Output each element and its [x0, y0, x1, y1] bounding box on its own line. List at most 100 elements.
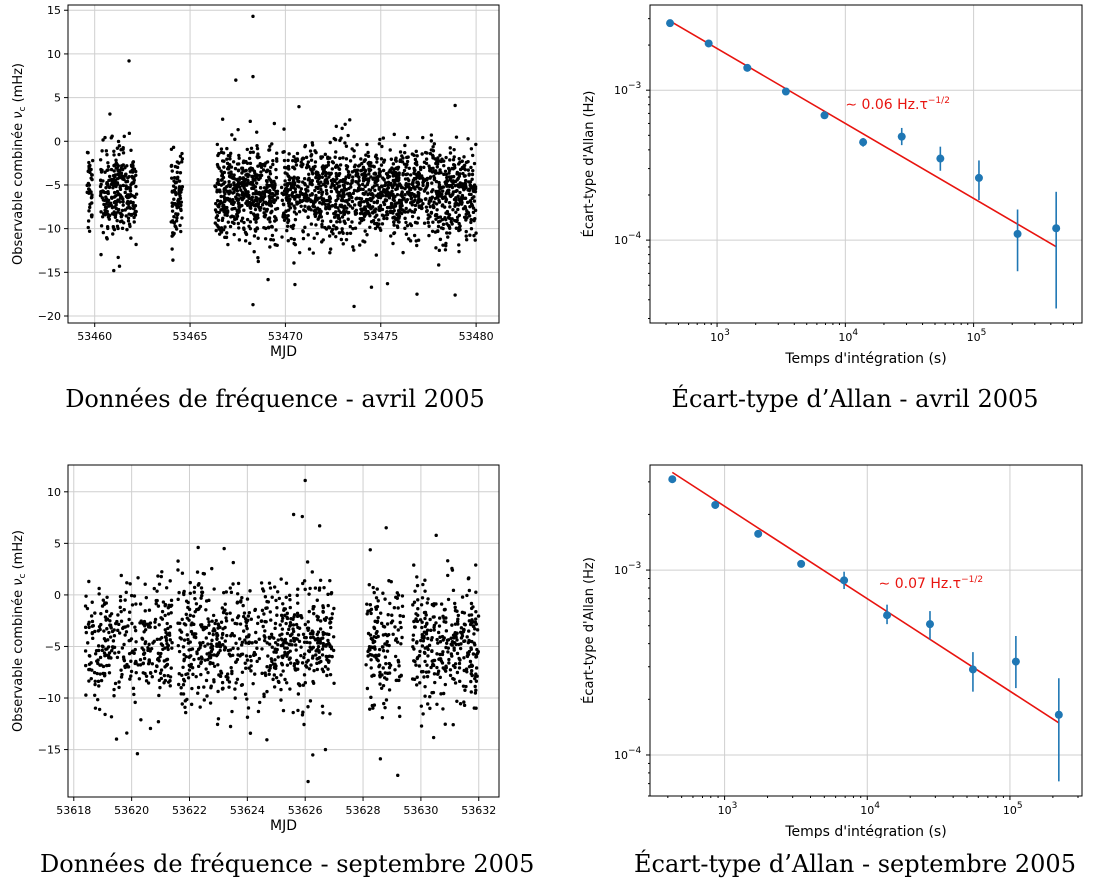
data-point — [98, 655, 103, 660]
data-point — [431, 690, 436, 695]
data-point — [107, 174, 112, 179]
data-point — [332, 224, 336, 228]
data-point — [222, 170, 227, 175]
data-point — [341, 242, 345, 246]
data-point — [473, 684, 477, 689]
data-point — [383, 198, 388, 202]
data-point — [116, 210, 120, 214]
data-point — [422, 221, 427, 225]
data-point — [316, 656, 321, 661]
data-point — [240, 595, 244, 600]
data-point — [126, 219, 131, 223]
data-point — [261, 624, 265, 629]
data-point — [378, 208, 383, 212]
data-point — [292, 261, 296, 265]
data-point — [446, 597, 451, 602]
data-point — [220, 686, 225, 691]
data-point — [130, 174, 134, 179]
y-axis-label: Observable combinée νc (mHz) — [11, 63, 28, 265]
data-point — [431, 220, 435, 224]
data-point — [218, 199, 223, 204]
data-point — [389, 181, 393, 186]
data-point — [179, 208, 183, 213]
data-point — [371, 638, 375, 642]
data-point — [394, 156, 398, 160]
data-point — [392, 231, 396, 236]
data-point — [308, 149, 313, 153]
data-point — [125, 662, 129, 667]
data-point — [116, 139, 121, 144]
data-point — [666, 19, 675, 28]
y-axis-label-part: c — [18, 106, 28, 111]
data-point — [355, 143, 359, 147]
data-point — [296, 708, 300, 713]
data-point — [296, 633, 301, 637]
data-point — [248, 161, 253, 166]
data-point — [424, 209, 429, 214]
data-point — [354, 179, 358, 184]
data-point — [226, 196, 230, 201]
data-point — [820, 111, 829, 120]
data-point — [299, 204, 303, 208]
data-point — [251, 177, 255, 181]
data-point — [292, 204, 296, 208]
data-point — [385, 210, 389, 214]
data-point — [187, 668, 192, 672]
data-point — [181, 645, 186, 649]
data-point — [393, 625, 397, 629]
data-point — [476, 614, 481, 618]
data-point — [121, 147, 125, 151]
data-point — [89, 614, 94, 618]
data-point — [375, 587, 379, 591]
data-point — [361, 239, 365, 243]
data-point — [275, 151, 279, 155]
data-point — [461, 684, 466, 688]
data-point — [233, 206, 237, 211]
data-point — [133, 700, 137, 705]
data-point — [968, 665, 977, 674]
data-point — [273, 219, 277, 223]
data-point — [214, 216, 218, 220]
data-point — [315, 231, 319, 236]
data-point — [90, 619, 95, 624]
data-point — [165, 657, 170, 662]
data-point — [118, 598, 123, 603]
data-point — [148, 649, 152, 653]
data-point — [228, 654, 233, 658]
data-point — [228, 648, 233, 652]
data-point — [194, 674, 198, 679]
data-point — [240, 216, 245, 220]
data-point — [387, 196, 392, 200]
data-point — [295, 184, 300, 188]
data-point — [377, 187, 381, 191]
data-point — [378, 172, 382, 177]
data-point — [255, 646, 259, 650]
data-point — [410, 214, 415, 219]
data-point — [274, 598, 278, 603]
data-point — [320, 704, 325, 708]
data-point — [109, 656, 113, 660]
data-point — [312, 236, 316, 240]
data-point — [461, 629, 466, 634]
data-point — [227, 685, 231, 689]
data-point — [392, 168, 396, 172]
data-point — [106, 215, 111, 219]
y-tick-label: −10 — [38, 692, 61, 705]
data-point — [391, 632, 395, 637]
data-point — [297, 639, 302, 644]
plot-area — [650, 5, 1082, 323]
data-point — [196, 664, 201, 669]
data-point — [338, 219, 342, 224]
data-point — [116, 164, 121, 168]
data-point — [339, 194, 343, 198]
data-point — [257, 637, 261, 641]
data-point — [90, 177, 94, 182]
data-point — [94, 649, 99, 653]
data-point — [265, 738, 269, 742]
data-point — [303, 622, 308, 627]
data-point — [240, 643, 244, 647]
y-tick-label-base: 10 — [614, 234, 628, 247]
data-point — [231, 191, 235, 195]
data-point — [463, 196, 468, 200]
